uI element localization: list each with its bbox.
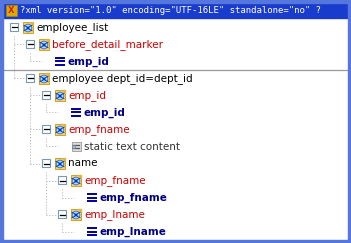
Bar [39,39,49,50]
Polygon shape [30,22,33,25]
Polygon shape [62,90,65,93]
Text: employee_list: employee_list [36,22,108,33]
Bar [42,159,50,167]
Polygon shape [78,209,81,212]
Text: emp_fname: emp_fname [100,192,168,203]
Polygon shape [46,39,49,42]
Bar [42,125,50,133]
Bar [0,240,351,243]
Polygon shape [78,175,81,178]
Text: emp_fname: emp_fname [84,175,146,186]
Text: static text content: static text content [84,141,180,151]
Text: X: X [8,6,15,15]
Bar [3,3,348,18]
Bar [348,0,351,243]
Bar [23,22,33,33]
Text: before_detail_marker: before_detail_marker [52,39,163,50]
Polygon shape [62,158,65,161]
Bar [26,41,34,49]
Polygon shape [46,73,49,76]
Bar [10,24,18,32]
Text: emp_id: emp_id [84,107,126,118]
Bar [58,210,66,218]
Text: ?xml version="1.0" encoding="UTF-16LE" standalone="no" ?: ?xml version="1.0" encoding="UTF-16LE" s… [20,6,321,15]
Bar [26,75,34,83]
Circle shape [56,160,64,168]
Circle shape [72,211,80,219]
Circle shape [56,92,64,100]
Circle shape [40,41,48,49]
Bar [71,209,81,220]
Text: emp_lname: emp_lname [100,226,167,237]
Text: name: name [68,158,98,168]
Circle shape [40,75,48,83]
Bar [71,175,81,186]
Bar [55,158,65,169]
Text: emp_id: emp_id [68,90,106,101]
Text: emp_lname: emp_lname [84,209,145,220]
Bar [39,73,49,84]
Circle shape [72,177,80,185]
Circle shape [24,24,32,32]
Bar [55,124,65,135]
Bar [6,5,17,16]
Bar [42,92,50,99]
Bar [72,146,75,148]
Bar [0,0,351,3]
Text: emp_id: emp_id [68,56,110,67]
Bar [0,0,3,243]
Polygon shape [62,124,65,127]
Bar [72,142,80,151]
Text: emp_fname: emp_fname [68,124,130,135]
Bar [58,176,66,184]
Circle shape [56,126,64,134]
Bar [55,90,65,101]
Text: employee dept_id=dept_id: employee dept_id=dept_id [52,73,193,84]
